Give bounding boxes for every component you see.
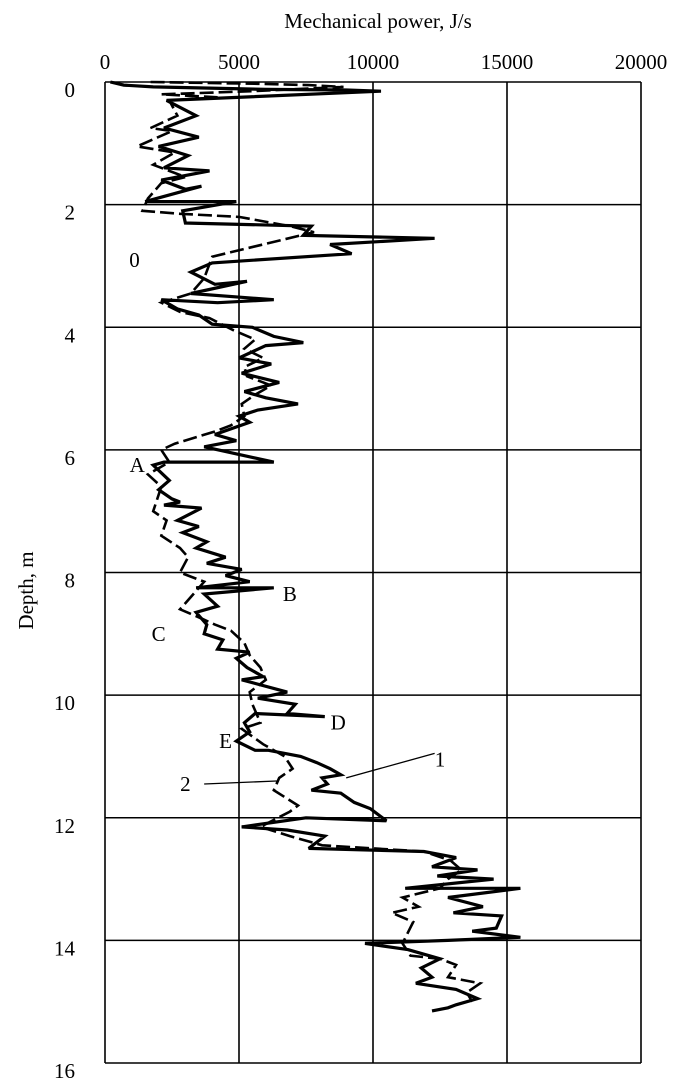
leader-line-1 (204, 780, 277, 785)
y-tick-label: 16 (54, 1059, 75, 1081)
y-tick-label: 14 (54, 936, 76, 960)
series-1-line (110, 80, 521, 1013)
y-tick-label: 0 (65, 78, 76, 102)
y-tick-label: 8 (65, 569, 76, 593)
x-tick-labels: 0 5000 10000 15000 20000 (100, 50, 668, 74)
y-tick-label: 10 (54, 691, 75, 715)
series-2-line (136, 80, 484, 1003)
x-tick-label: 10000 (347, 50, 400, 74)
x-tick-label: 0 (100, 50, 111, 74)
y-tick-labels: 0 2 4 6 8 10 12 14 16 (54, 78, 76, 1081)
annotation-2: 2 (180, 772, 191, 796)
annotation-D: D (331, 711, 346, 735)
grid (104, 81, 642, 1064)
x-tick-label: 5000 (218, 50, 260, 74)
annotation-A: A (130, 453, 146, 477)
x-tick-label: 15000 (481, 50, 534, 74)
y-axis-label: Depth, m (14, 551, 38, 629)
x-axis-label: Mechanical power, J/s (284, 9, 472, 33)
y-tick-label: 12 (54, 814, 75, 838)
y-tick-label: 2 (65, 201, 76, 225)
annotation-1: 1 (435, 748, 446, 772)
leader-lines (204, 752, 435, 785)
leader-line-0 (346, 752, 435, 779)
series-layer (110, 80, 521, 1013)
x-tick-label: 20000 (615, 50, 668, 74)
annotation-E: E (219, 729, 232, 753)
annotation-B: B (283, 582, 297, 606)
annotation-0: 0 (129, 248, 140, 272)
annotation-C: C (152, 622, 166, 646)
y-tick-label: 6 (65, 446, 76, 470)
y-tick-label: 4 (65, 323, 76, 347)
annotations: 0 A B C D E 1 2 (129, 248, 445, 796)
